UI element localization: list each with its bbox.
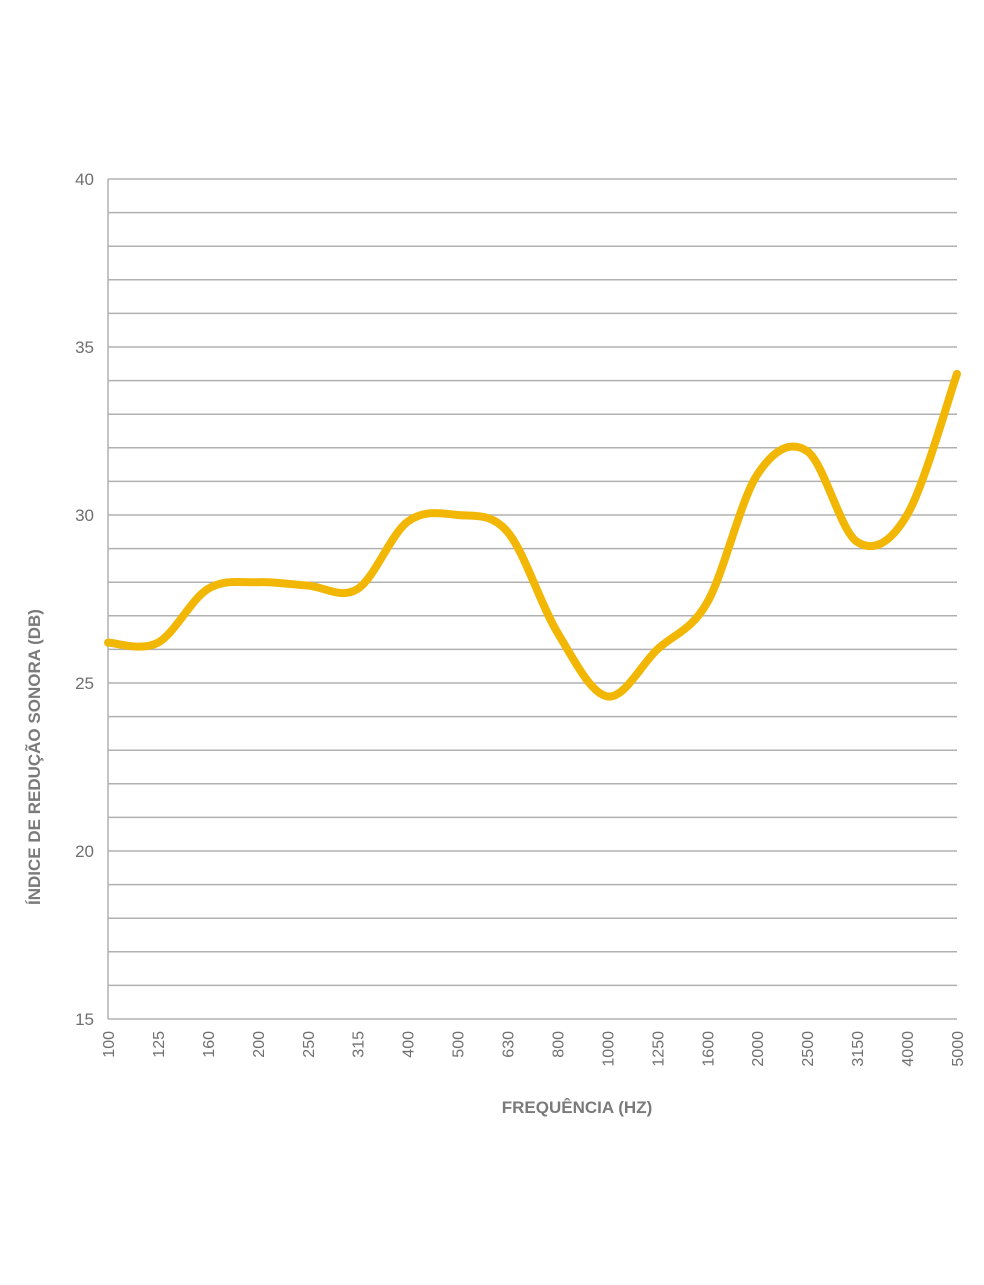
x-tick-label: 800 bbox=[550, 1031, 567, 1058]
x-tick-label: 2000 bbox=[750, 1031, 767, 1067]
x-tick-label: 400 bbox=[401, 1031, 418, 1058]
x-tick-label: 1250 bbox=[650, 1031, 667, 1067]
x-tick-label: 5000 bbox=[950, 1031, 967, 1067]
y-axis-ticks: 15 20 25 30 35 40 bbox=[75, 170, 94, 1029]
y-tick-label: 40 bbox=[75, 170, 94, 189]
x-tick-label: 3150 bbox=[850, 1031, 867, 1067]
x-tick-label: 2500 bbox=[800, 1031, 817, 1067]
x-tick-label: 1000 bbox=[600, 1031, 617, 1067]
y-tick-label: 30 bbox=[75, 506, 94, 525]
x-tick-label: 125 bbox=[151, 1031, 168, 1058]
y-tick-label: 35 bbox=[75, 338, 94, 357]
y-axis-title: ÍNDICE DE REDUÇÃO SONORA (DB) bbox=[24, 609, 44, 905]
series-layer bbox=[108, 374, 957, 697]
series-line bbox=[108, 374, 957, 697]
x-tick-label: 1600 bbox=[700, 1031, 717, 1067]
x-tick-label: 4000 bbox=[900, 1031, 917, 1067]
x-axis-ticks: 100 125 160 200 250 315 400 500 630 800 1000 1250 16… bbox=[101, 1031, 967, 1067]
x-tick-label: 315 bbox=[351, 1031, 368, 1058]
y-tick-label: 20 bbox=[75, 842, 94, 861]
x-axis-title: FREQUÊNCIA (HZ) bbox=[502, 1098, 652, 1117]
x-tick-label: 100 bbox=[101, 1031, 118, 1058]
y-tick-label: 25 bbox=[75, 674, 94, 693]
x-tick-label: 160 bbox=[201, 1031, 218, 1058]
x-tick-label: 630 bbox=[501, 1031, 518, 1058]
x-tick-label: 250 bbox=[301, 1031, 318, 1058]
gridlines bbox=[108, 179, 957, 1019]
x-tick-label: 200 bbox=[251, 1031, 268, 1058]
x-tick-label: 500 bbox=[451, 1031, 468, 1058]
y-tick-label: 15 bbox=[75, 1010, 94, 1029]
